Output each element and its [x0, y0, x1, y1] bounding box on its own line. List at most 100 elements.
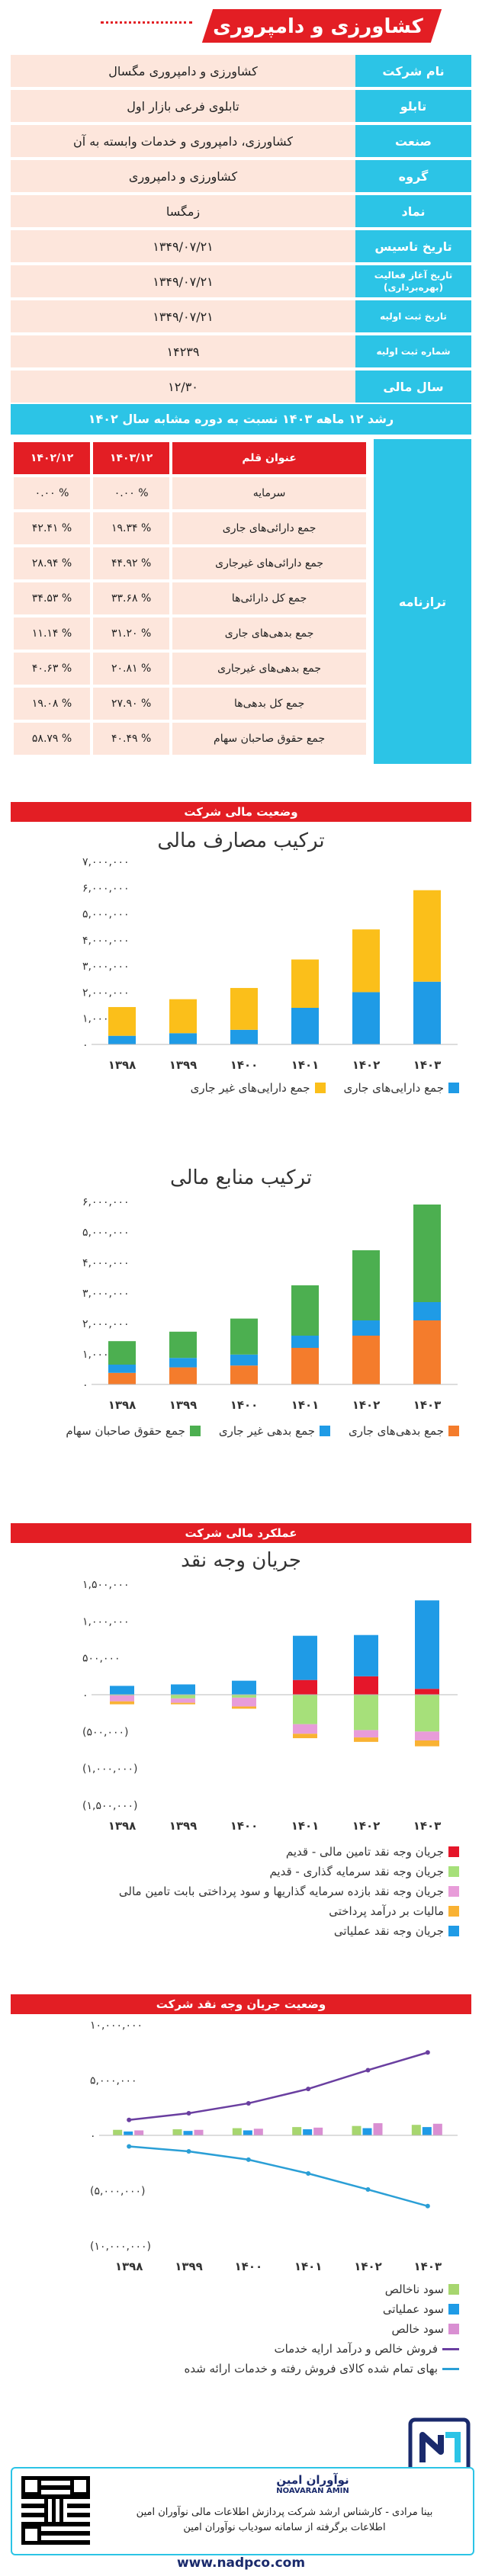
bar-segment	[293, 1695, 317, 1724]
y-tick-label: ۶,۰۰۰,۰۰۰	[82, 1196, 130, 1208]
legend-label: سود خالص	[391, 2322, 444, 2336]
col-1403: ۱۴۰۳/۱۲	[93, 442, 170, 474]
growth-row: جمع حقوق صاحبان سهام ۴۰.۴۹ % ۵۸.۷۹ %	[14, 723, 366, 755]
x-tick-label: ۱۴۰۲	[354, 2260, 382, 2273]
y-tick-label: ۲,۰۰۰,۰۰۰	[82, 986, 130, 999]
bar-segment	[108, 1365, 136, 1373]
growth-1403-value: ۴۴.۹۲ %	[93, 547, 170, 579]
legend-label: جریان وجه نقد بازده سرمایه گذاریها و سود…	[118, 1885, 444, 1898]
info-row: شماره ثبت اولیه ۱۴۲۳۹	[11, 335, 471, 367]
growth-1403-value: ۳۳.۶۸ %	[93, 582, 170, 614]
info-row: نماد زمگسا	[11, 195, 471, 227]
website-link[interactable]: www.nadpco.com	[176, 2555, 306, 2571]
y-tick-label: ۵۰۰,۰۰۰	[82, 1653, 120, 1665]
legend-label: سود عملیاتی	[382, 2302, 444, 2316]
bar-segment	[293, 1724, 317, 1734]
x-tick-label: ۱۴۰۳	[413, 1398, 442, 1412]
noavaran-logo-icon	[408, 2417, 471, 2480]
bar-segment	[169, 1033, 197, 1044]
bar-segment	[108, 1341, 136, 1365]
line-point	[306, 2171, 311, 2177]
chart1-legend: جمع دارایی‌های جاری جمع دارایی‌های غیر جا…	[17, 1081, 459, 1101]
growth-row: جمع بدهی‌های غیرجاری ۲۰.۸۱ % ۴۰.۶۳ %	[14, 653, 366, 685]
bar-segment	[293, 1679, 317, 1695]
y-tick-label: ۷,۰۰۰,۰۰۰	[82, 856, 130, 868]
x-tick-label: ۱۴۰۲	[352, 1819, 381, 1833]
y-tick-label: ۰	[82, 1689, 88, 1702]
bar	[183, 2131, 193, 2135]
bar-segment	[413, 890, 441, 982]
bar-segment	[293, 1734, 317, 1739]
x-tick-label: ۱۴۰۱	[291, 1058, 320, 1072]
legend-item: جریان وجه نقد تامین مالی - قدیم	[35, 1845, 459, 1859]
bar-segment	[413, 1205, 441, 1302]
legend-item: سود عملیاتی	[35, 2302, 459, 2316]
legend-swatch-icon	[448, 1426, 459, 1436]
line-point	[425, 2203, 430, 2209]
legend-swatch-icon	[320, 1426, 331, 1436]
footer-credits: بینا مرادی - کارشناس ارشد شرکت پردازش اط…	[105, 2505, 464, 2536]
bar-segment	[232, 1706, 256, 1709]
x-tick-label: ۱۴۰۰	[230, 1819, 259, 1833]
info-label: تاریخ تاسیس	[355, 230, 471, 262]
bar-segment	[352, 1320, 380, 1336]
x-tick-label: ۱۳۹۹	[169, 1398, 198, 1412]
bar-segment	[171, 1702, 195, 1705]
bar-segment	[354, 1730, 378, 1738]
y-tick-label: (۵۰۰,۰۰۰)	[82, 1726, 129, 1738]
growth-1402-value: ۲۸.۹۴ %	[14, 547, 91, 579]
info-label: شماره ثبت اولیه	[355, 335, 471, 367]
balance-sheet-label: ترازنامه	[374, 439, 471, 764]
qr-code-icon[interactable]	[21, 2476, 90, 2545]
bar-segment	[232, 1697, 256, 1707]
legend-label: سود ناخالص	[384, 2282, 444, 2296]
info-row: گروه کشاورزی و دامپروری	[11, 160, 471, 192]
page-title: کشاورزی و دامپروری مگسال	[213, 15, 423, 67]
chart2-legend: جمع بدهی‌های جاری جمع بدهی غیر جاری جمع حق…	[17, 1424, 459, 1444]
legend-item: جمع دارایی‌های جاری	[344, 1081, 459, 1095]
chart3-title: جریان وجه نقد	[181, 1549, 301, 1572]
bar-segment	[230, 1029, 258, 1044]
x-tick-label: ۱۴۰۰	[235, 2260, 263, 2273]
y-tick-label: (۱,۰۰۰,۰۰۰)	[82, 1763, 137, 1776]
growth-item-name: جمع بدهی‌های جاری	[172, 618, 366, 650]
y-tick-label: (۵,۰۰۰,۰۰۰)	[90, 2186, 145, 2198]
info-label: تاریخ آغاز فعالیت (بهره‌برداری)	[355, 265, 471, 297]
line-point	[127, 2117, 132, 2122]
y-tick-label: ۰	[82, 1039, 88, 1051]
bar-segment	[108, 1035, 136, 1044]
legend-item: فروش خالص و درآمد ارایه خدمات	[35, 2342, 459, 2356]
bar-segment	[230, 1365, 258, 1384]
bar	[313, 2127, 323, 2135]
bar	[352, 2125, 362, 2135]
chart2-title: ترکیب منابع مالی	[169, 1166, 313, 1189]
growth-row: جمع کل بدهی‌ها ۲۷.۹۰ % ۱۹.۰۸ %	[14, 688, 366, 720]
line-point	[186, 2149, 191, 2154]
legend-label: جریان وجه نقد سرمایه گذاری - قدیم	[269, 1865, 444, 1878]
x-tick-label: ۱۳۹۸	[108, 1058, 137, 1072]
bar-segment	[413, 1302, 441, 1320]
bar-segment	[232, 1695, 256, 1698]
bar-segment	[354, 1634, 378, 1676]
x-tick-label: ۱۴۰۱	[291, 1398, 320, 1412]
legend-label: جریان وجه نقد عملیاتی	[333, 1924, 444, 1938]
bar-segment	[110, 1686, 134, 1695]
bar	[253, 2128, 263, 2135]
bar-segment	[415, 1695, 439, 1732]
title-band: کشاورزی و دامپروری مگسال	[0, 0, 482, 67]
col-1402: ۱۴۰۲/۱۲	[14, 442, 91, 474]
legend-swatch-icon	[189, 1426, 201, 1436]
legend-swatch-icon	[448, 1083, 459, 1093]
y-tick-label: ۳,۰۰۰,۰۰۰	[82, 1288, 130, 1300]
line-point	[425, 2050, 430, 2055]
bar-segment	[169, 1358, 197, 1368]
bar	[373, 2123, 383, 2135]
info-value: ۱۳۴۹/۰۷/۲۱	[11, 230, 355, 262]
growth-1402-value: ۱۹.۰۸ %	[14, 688, 91, 720]
brand-fa: نوآوران امین	[276, 2473, 349, 2487]
line-point	[365, 2068, 371, 2073]
title-decoration	[101, 21, 192, 28]
growth-row: جمع کل دارائی‌ها ۳۳.۶۸ % ۳۴.۵۳ %	[14, 582, 366, 614]
legend-label: مالیات بر درآمد پرداختی	[329, 1904, 444, 1918]
series-line	[129, 2145, 429, 2208]
